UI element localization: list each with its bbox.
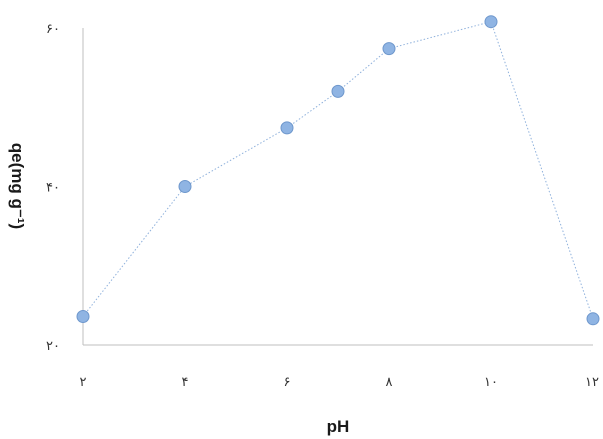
y-tick-label: ۲۰ bbox=[46, 339, 60, 354]
x-tick-label: ۴ bbox=[182, 375, 189, 390]
x-tick-label: ۱۰ bbox=[484, 375, 498, 390]
x-tick-label: ۲ bbox=[80, 375, 87, 390]
y-tick-label: ۴۰ bbox=[46, 181, 60, 196]
x-tick-label: ۸ bbox=[386, 375, 393, 390]
y-axis-title: qe(mg g⁻¹) bbox=[8, 143, 27, 229]
data-point bbox=[331, 84, 345, 98]
x-axis-title: pH bbox=[327, 417, 350, 436]
data-point bbox=[76, 310, 90, 323]
data-point bbox=[382, 42, 396, 56]
y-tick-label: ۶۰ bbox=[46, 22, 60, 37]
data-points bbox=[76, 15, 600, 326]
data-point bbox=[178, 180, 192, 193]
x-tick-label: ۶ bbox=[284, 375, 291, 390]
y-tick-labels: ۲۰ ۴۰ ۶۰ bbox=[46, 22, 60, 354]
data-point bbox=[280, 121, 294, 135]
data-point bbox=[484, 15, 498, 29]
series-line bbox=[82, 21, 594, 319]
axes bbox=[82, 28, 593, 346]
data-point bbox=[586, 312, 600, 326]
x-tick-label: ۱۲ bbox=[585, 375, 599, 390]
x-tick-labels: ۲ ۴ ۶ ۸ ۱۰ ۱۲ bbox=[80, 375, 599, 390]
